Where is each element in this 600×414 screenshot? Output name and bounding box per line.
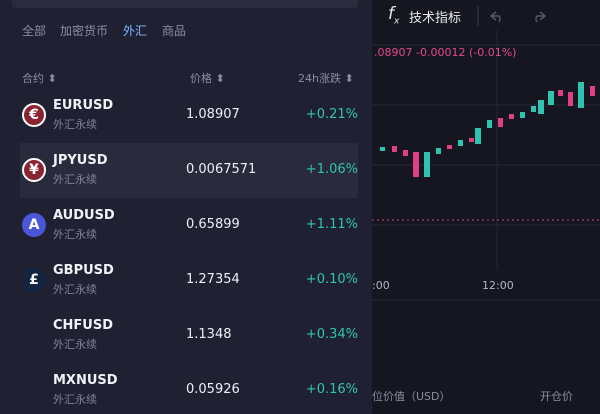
change: +1.06% <box>305 162 358 177</box>
contract-type: 外汇永续 <box>53 393 97 406</box>
price: 1.27354 <box>186 272 240 287</box>
change: +0.16% <box>305 382 358 397</box>
time-label: :00 <box>372 279 390 292</box>
symbol: CHFUSD <box>53 318 114 333</box>
category-tab[interactable]: 外汇 <box>123 24 148 38</box>
price: 0.0067571 <box>186 162 257 177</box>
indicator-button[interactable]: 技术指标 <box>409 11 462 26</box>
header-text: 价格 <box>190 72 212 85</box>
symbol: MXNUSD <box>53 373 118 388</box>
price-header[interactable]: 价格 ⬍ <box>190 72 225 85</box>
market-row[interactable]: £ GBPUSD 外汇永续 1.27354 +0.10% <box>20 253 358 308</box>
symbol: GBPUSD <box>53 263 114 278</box>
market-row[interactable]: € EURUSD 外汇永续 1.08907 +0.21% <box>20 88 358 143</box>
market-dropdown: 合约 ⬍ 价格 ⬍ 24h涨跌 ⬍ 全部 加密货币 外汇 商品 € EURUSD 外汇永续 1… <box>0 0 372 414</box>
contract-type: 外汇永续 <box>53 118 97 131</box>
currency-icon: A <box>22 213 46 237</box>
change: +1.11% <box>305 217 358 232</box>
currency-icon: € <box>22 103 46 127</box>
price: 1.1348 <box>186 327 232 342</box>
column-header: 开仓价 <box>540 390 573 403</box>
market-row[interactable]: MXNUSD 外汇永续 0.05926 +0.16% <box>20 363 358 414</box>
header-text: 24h涨跌 <box>298 72 341 85</box>
market-row[interactable]: A AUDUSD 外汇永续 0.65899 +1.11% <box>20 198 358 253</box>
change: +0.21% <box>305 107 358 122</box>
symbol: AUDUSD <box>53 208 115 223</box>
fx-icon[interactable]: fx <box>388 4 399 26</box>
contract-type: 外汇永续 <box>53 338 97 351</box>
fx-sub: x <box>394 16 400 27</box>
currency-icon: £ <box>22 268 46 292</box>
header-text: 合约 <box>22 72 44 85</box>
category-tab[interactable]: 商品 <box>162 24 187 38</box>
time-label: 12:00 <box>482 279 514 292</box>
search-box[interactable] <box>12 0 358 8</box>
change: +0.10% <box>305 272 358 287</box>
change: +0.34% <box>305 327 358 342</box>
change-header[interactable]: 24h涨跌 ⬍ <box>298 72 354 85</box>
price: 0.05926 <box>186 382 240 397</box>
contract-type: 外汇永续 <box>53 228 97 241</box>
market-row[interactable]: ¥ JPYUSD 外汇永续 0.0067571 +1.06% <box>20 143 358 198</box>
price: 0.65899 <box>186 217 240 232</box>
undo-icon[interactable] <box>489 11 501 23</box>
market-row[interactable]: CHFUSD 外汇永续 1.1348 +0.34% <box>20 308 358 363</box>
currency-icon: ¥ <box>22 158 46 182</box>
symbol: JPYUSD <box>53 153 108 168</box>
contract-type: 外汇永续 <box>53 283 97 296</box>
category-tab[interactable]: 全部 <box>22 24 47 38</box>
price-info: .08907 -0.00012 (-0.01%) <box>374 46 517 59</box>
fx-glyph: f <box>388 4 394 24</box>
contract-header[interactable]: 合约 ⬍ <box>22 72 57 85</box>
category-tab[interactable]: 加密货币 <box>60 24 109 38</box>
redo-icon[interactable] <box>535 11 547 23</box>
symbol: EURUSD <box>53 98 114 113</box>
contract-type: 外汇永续 <box>53 173 97 186</box>
candles <box>380 82 595 177</box>
price: 1.08907 <box>186 107 240 122</box>
column-header: 位价值（USD） <box>372 390 451 403</box>
